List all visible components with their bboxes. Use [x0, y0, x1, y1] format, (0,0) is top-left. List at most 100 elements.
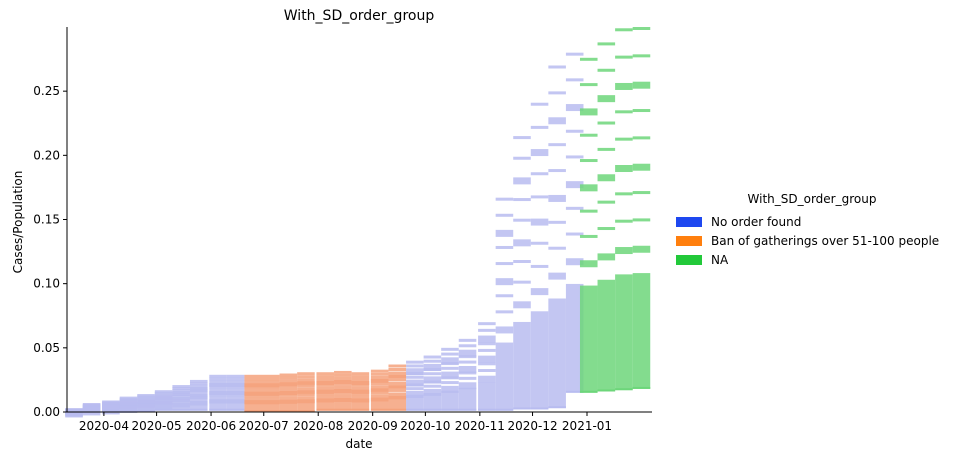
bar-segment: [579, 133, 598, 137]
bar-base: [279, 410, 298, 412]
bar-segment: [478, 375, 496, 383]
bar: [530, 311, 549, 410]
bar-base: [548, 406, 566, 409]
bar-segment: [209, 377, 227, 381]
bar: [458, 387, 477, 411]
bar-base: [137, 410, 155, 412]
bar-segment: [615, 28, 633, 32]
bar-base: [597, 389, 616, 392]
x-tick-label: 2021-01: [562, 419, 612, 433]
bar-segment: [615, 165, 633, 173]
bar: [244, 400, 262, 412]
bar-segment: [189, 398, 208, 406]
bar-segment: [370, 394, 389, 402]
bar-segment: [513, 177, 531, 185]
bar-segment: [548, 169, 566, 173]
bar-segment: [632, 109, 651, 113]
bar-segment: [495, 310, 514, 314]
bar-segment: [478, 368, 496, 372]
bar-segment: [351, 395, 370, 403]
bar-segment: [478, 328, 496, 332]
bar-base: [189, 408, 208, 411]
bar-segment: [565, 78, 584, 82]
bar-segment: [297, 384, 315, 388]
bar-segment: [279, 376, 298, 380]
legend-item-ban-gatherings: Ban of gatherings over 51-100 people: [676, 231, 948, 250]
bar-segment: [406, 390, 424, 398]
bar-segment: [351, 372, 370, 376]
bar-base: [478, 408, 496, 411]
bar-segment: [565, 129, 584, 133]
bar-segment: [351, 378, 370, 386]
bar-segment: [189, 379, 208, 383]
bar-segment: [579, 83, 598, 87]
bar-segment: [297, 372, 315, 376]
bar-base: [458, 408, 477, 411]
bar-segment: [441, 357, 459, 365]
bar-base: [406, 408, 424, 411]
bar-segment: [513, 156, 531, 160]
bar-segment: [226, 377, 245, 381]
bar-segment: [316, 392, 335, 396]
bar-base: [495, 408, 514, 411]
bar: [548, 298, 566, 409]
bar-segment: [154, 393, 173, 401]
bar-segment: [370, 372, 389, 376]
bar-base: [334, 408, 352, 411]
series-0: [65, 52, 584, 418]
bar-segment: [406, 364, 424, 368]
bar-segment: [370, 385, 389, 393]
bar-base: [226, 408, 245, 411]
bar-segment: [137, 400, 155, 408]
bar-segment: [137, 394, 155, 398]
bar-segment: [370, 391, 389, 395]
bar-base: [244, 410, 262, 412]
bar-segment: [548, 272, 566, 280]
bar-segment: [172, 400, 190, 408]
bar-segment: [530, 125, 549, 129]
bar-segment: [154, 390, 173, 394]
bar-segment: [172, 388, 190, 396]
bar-base: [388, 408, 407, 411]
bar-segment: [632, 54, 651, 58]
y-ticks: 0.00 0.05 0.10 0.15 0.20 0.25: [33, 84, 67, 419]
y-tick-label: 0.05: [33, 341, 60, 355]
legend: With_SD_order_group No order found Ban o…: [676, 192, 948, 269]
bar-segment: [406, 387, 424, 391]
bar-base: [82, 410, 101, 412]
bar-segment: [316, 395, 335, 403]
bar-segment: [530, 172, 549, 176]
bar-segment: [172, 386, 190, 390]
bar: [478, 382, 496, 411]
bar-base: [579, 390, 598, 393]
bar-segment: [458, 382, 477, 390]
bar-segment: [65, 408, 83, 412]
bar-segment: [513, 136, 531, 140]
bar-segment: [189, 384, 208, 392]
bar-segment: [334, 376, 352, 384]
bar-segment: [548, 220, 566, 224]
bar-segment: [597, 174, 616, 182]
bar-segment: [597, 147, 616, 151]
bar-segment: [615, 219, 633, 223]
bar-segment: [565, 52, 584, 56]
bar-segment: [334, 394, 352, 402]
bar-segment: [279, 396, 298, 404]
bar-segment: [370, 375, 389, 383]
bar-segment: [423, 384, 442, 388]
bar-segment: [189, 382, 208, 386]
bar-segment: [351, 375, 370, 379]
bar-segment: [632, 81, 651, 89]
bar-segment: [565, 181, 584, 189]
bar-segment: [262, 374, 280, 378]
bar-segment: [316, 372, 335, 376]
bar-segment: [441, 347, 459, 351]
bar-segment: [226, 380, 245, 388]
bar-segment: [172, 394, 190, 402]
bar-segment: [316, 378, 335, 386]
bar-segment: [297, 396, 315, 404]
bar-segment: [615, 110, 633, 114]
bar-segment: [458, 344, 477, 348]
bar-segment: [495, 326, 514, 334]
